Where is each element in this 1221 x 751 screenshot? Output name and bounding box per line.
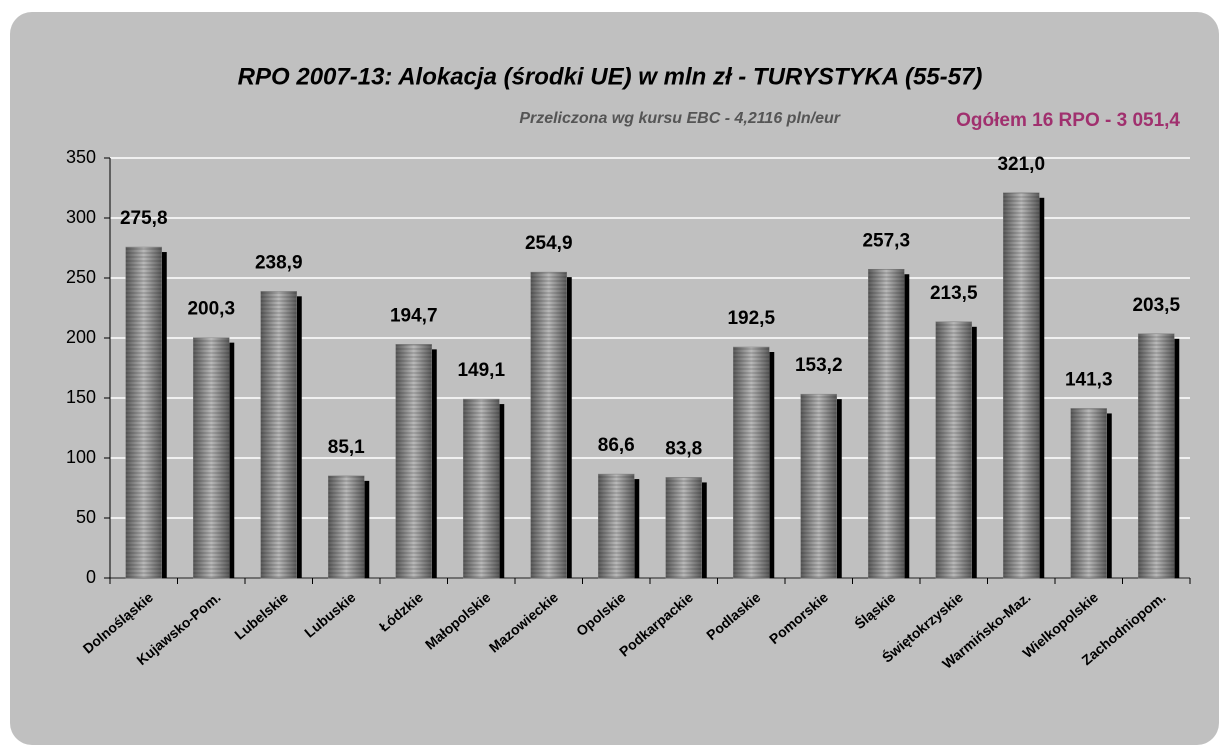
value-label: 86,6 [598, 435, 635, 456]
chart-title: RPO 2007-13: Alokacja (środki UE) w mln … [238, 63, 983, 90]
y-tick-label: 150 [66, 387, 96, 407]
annotation: Ogółem 16 RPO - 3 051,4 [956, 110, 1180, 131]
bar-stripes [1138, 333, 1175, 578]
value-label: 275,8 [120, 208, 168, 229]
panel [10, 12, 1219, 745]
value-label: 213,5 [930, 283, 978, 304]
value-label: 257,3 [862, 230, 910, 251]
value-label: 141,3 [1065, 369, 1113, 390]
value-label: 200,3 [187, 299, 235, 320]
y-tick-label: 50 [76, 507, 96, 527]
subtitle: Przeliczona wg kursu EBC - 4,2116 pln/eu… [519, 110, 840, 127]
bar-stripes [328, 475, 365, 578]
value-label: 321,0 [997, 154, 1045, 175]
y-tick-label: 200 [66, 327, 96, 347]
bar-stripes [193, 337, 230, 578]
bar-stripes [1070, 408, 1107, 578]
value-label: 83,8 [665, 438, 702, 459]
bar-stripes [395, 344, 432, 578]
value-label: 203,5 [1132, 295, 1180, 316]
bar-stripes [598, 474, 635, 578]
bar-stripes [125, 247, 162, 579]
value-label: 254,9 [525, 233, 573, 254]
y-tick-label: 250 [66, 267, 96, 287]
value-label: 238,9 [255, 252, 303, 273]
bar-stripes [868, 269, 905, 578]
bar-stripes [530, 272, 567, 578]
value-label: 149,1 [457, 360, 505, 381]
y-tick-label: 100 [66, 447, 96, 467]
bar-stripes [260, 291, 297, 578]
value-label: 85,1 [328, 437, 365, 458]
bar-stripes [733, 347, 770, 578]
bar-stripes [800, 394, 837, 578]
bar-stripes [463, 399, 500, 578]
bar-stripes [665, 477, 702, 578]
bar-stripes [935, 321, 972, 578]
y-tick-label: 0 [86, 567, 96, 587]
y-tick-label: 300 [66, 207, 96, 227]
value-label: 194,7 [390, 305, 438, 326]
value-label: 192,5 [727, 308, 775, 329]
value-label: 153,2 [795, 355, 843, 376]
y-tick-label: 350 [66, 147, 96, 167]
bar-stripes [1003, 192, 1040, 579]
